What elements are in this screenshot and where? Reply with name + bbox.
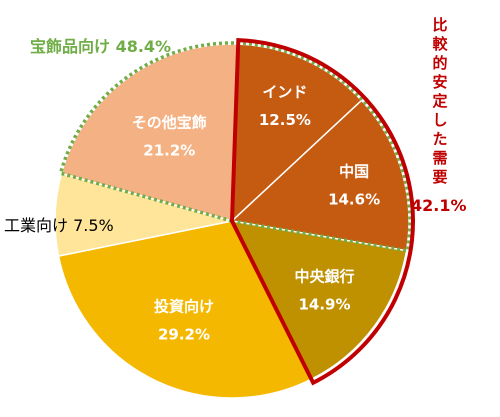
jewelry-group-label: 宝飾品向け 48.4%	[30, 37, 171, 56]
pie-slice	[57, 220, 313, 399]
slice-labels: インド 12.5% 中国 14.6% 中央銀行 14.9% 投資向け 29.2% 工業向け 7.…	[4, 83, 380, 344]
pie-slices	[54, 43, 410, 399]
slice-value-label: 29.2%	[158, 326, 210, 344]
group-outlines	[58, 38, 415, 386]
slice-value-label: 14.6%	[328, 191, 380, 209]
stable-demand-outline	[229, 38, 415, 386]
slice-value-label: 12.5%	[259, 111, 311, 129]
slice-name-label: 投資向け	[154, 298, 214, 316]
slice-label: 工業向け 7.5%	[4, 216, 114, 235]
jewelry-group-outline	[58, 41, 412, 253]
slice-name-label: その他宝飾	[132, 113, 207, 131]
slice-value-label: 14.9%	[298, 295, 350, 313]
slice-name-label: インド	[262, 83, 307, 101]
pie-slice	[230, 220, 408, 381]
stable-demand-pct: 42.1%	[411, 196, 467, 215]
slice-value-label: 21.2%	[143, 141, 195, 159]
stable-demand-label: 比較的安定した需要	[432, 16, 448, 186]
slice-name-label: 中国	[339, 163, 369, 181]
slice-name-label: 中央銀行	[294, 267, 354, 285]
